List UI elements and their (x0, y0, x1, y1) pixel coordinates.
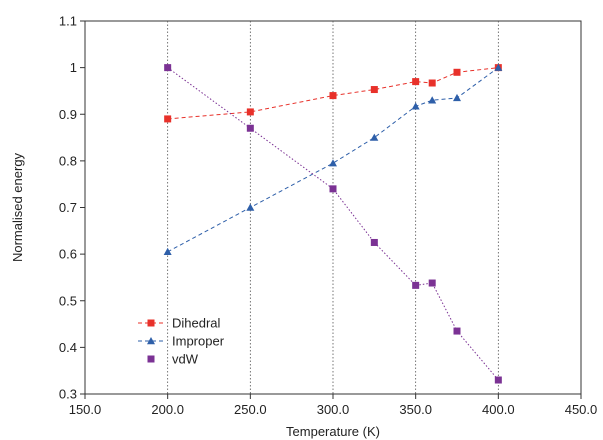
data-point-improper (411, 102, 420, 110)
legend-marker-vdw (147, 355, 155, 363)
data-point-improper (163, 247, 172, 255)
data-point-vdw (329, 185, 337, 193)
data-point-vdw (370, 238, 378, 246)
legend-label-improper: Improper (172, 334, 225, 349)
data-point-vdw (164, 64, 172, 72)
data-point-improper (329, 159, 337, 167)
series-layer (163, 63, 503, 384)
data-point-vdw (428, 279, 436, 287)
data-point-improper (370, 133, 379, 141)
y-tick-label: 1.1 (59, 14, 77, 29)
series-line-vdw (167, 67, 499, 381)
legend-marker-improper (147, 337, 155, 345)
y-tick-label: 0.3 (59, 387, 77, 402)
x-tick-label: 350.0 (399, 402, 432, 417)
legend-item-improper: Improper (138, 334, 225, 349)
legend-marker-dihedral (147, 319, 155, 327)
series-line-improper (167, 67, 499, 253)
legend-item-vdw: vdW (147, 352, 199, 367)
data-point-vdw (453, 327, 461, 335)
data-point-improper (494, 63, 503, 71)
data-point-improper (453, 93, 461, 102)
y-axis-ticks: 0.3 0.4 0.5 0.6 0.7 0.8 0.9 1 1.1 (59, 14, 85, 402)
x-axis-ticks: 150.0 200.0 250.0 300.0 350.0 400.0 450.0 (69, 394, 598, 417)
data-point-vdw (494, 376, 502, 384)
data-point-dihedral (329, 92, 337, 100)
y-tick-label: 0.4 (59, 340, 77, 355)
legend-label-dihedral: Dihedral (172, 316, 221, 331)
series-improper (163, 63, 503, 255)
x-tick-label: 150.0 (69, 402, 102, 417)
legend: Dihedral Improper vdW (138, 316, 225, 367)
data-point-dihedral (412, 78, 420, 86)
data-point-dihedral (164, 115, 172, 123)
series-line-dihedral (167, 67, 499, 120)
y-tick-label: 0.6 (59, 247, 77, 262)
y-tick-label: 1 (70, 60, 77, 75)
x-axis-title: Temperature (K) (286, 424, 380, 439)
y-tick-label: 0.5 (59, 293, 77, 308)
y-axis-title: Normalised energy (10, 152, 25, 262)
x-tick-label: 300.0 (317, 402, 350, 417)
legend-label-vdw: vdW (172, 352, 199, 367)
series-vdw (164, 64, 502, 384)
x-tick-label: 200.0 (151, 402, 184, 417)
data-point-vdw (246, 124, 254, 132)
data-point-dihedral (370, 86, 378, 94)
data-point-vdw (412, 281, 420, 289)
y-tick-label: 0.8 (59, 153, 77, 168)
data-point-improper (246, 203, 255, 211)
data-point-dihedral (428, 79, 436, 87)
x-tick-label: 450.0 (565, 402, 598, 417)
legend-item-dihedral: Dihedral (138, 316, 221, 331)
y-tick-label: 0.7 (59, 200, 77, 215)
data-point-improper (428, 96, 437, 104)
x-tick-label: 250.0 (234, 402, 267, 417)
data-point-dihedral (453, 68, 461, 76)
x-tick-label: 400.0 (482, 402, 515, 417)
data-point-dihedral (246, 108, 254, 116)
y-tick-label: 0.9 (59, 107, 77, 122)
